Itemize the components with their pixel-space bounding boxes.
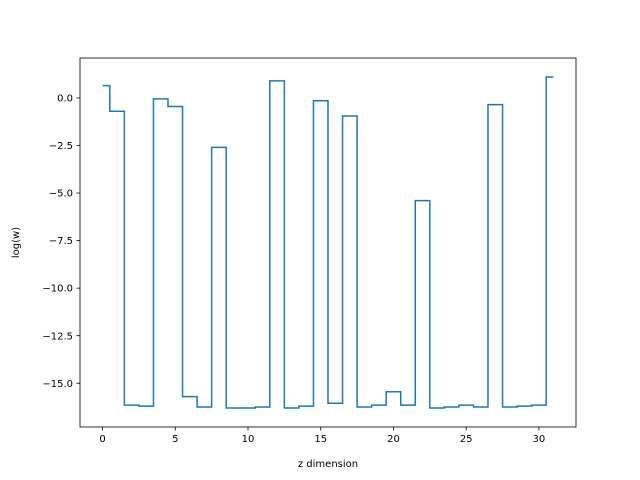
data-point — [362, 405, 366, 409]
data-point — [377, 403, 381, 407]
data-point — [159, 97, 163, 101]
data-point — [508, 405, 512, 409]
data-point — [130, 403, 134, 407]
data-point — [290, 406, 294, 410]
data-point — [450, 405, 454, 409]
x-tick-label: 25 — [460, 434, 473, 445]
data-point — [406, 403, 410, 407]
data-point — [304, 404, 308, 408]
x-tick-label: 0 — [99, 434, 105, 445]
data-point — [522, 404, 526, 408]
data-point — [537, 403, 541, 407]
data-point — [246, 406, 250, 410]
data-point — [115, 109, 119, 113]
y-axis-label: log(w) — [11, 227, 22, 258]
data-point — [493, 103, 497, 107]
y-tick-label: −5.0 — [49, 189, 73, 200]
y-tick-label: −15.0 — [42, 379, 73, 390]
x-axis-label: z dimension — [298, 459, 358, 470]
data-point — [261, 405, 265, 409]
data-point — [464, 403, 468, 407]
data-point — [188, 395, 192, 399]
series-layer — [101, 75, 555, 410]
x-tick-label: 5 — [172, 434, 178, 445]
data-point — [101, 84, 105, 88]
x-axis: 0 5 10 15 20 25 30 — [99, 427, 545, 445]
y-tick-label: −2.5 — [49, 141, 73, 152]
y-tick-label: −12.5 — [42, 331, 73, 342]
data-point — [231, 406, 235, 410]
data-point — [333, 401, 337, 405]
x-tick-label: 20 — [387, 434, 400, 445]
data-point — [202, 405, 206, 409]
data-point — [217, 145, 221, 149]
series-step-line — [102, 76, 554, 409]
data-point — [479, 405, 483, 409]
data-point — [144, 404, 148, 408]
data-point — [391, 390, 395, 394]
data-point — [173, 105, 177, 109]
x-tick-label: 15 — [314, 434, 327, 445]
plot-frame — [79, 57, 577, 428]
y-tick-label: 0.0 — [57, 94, 73, 105]
data-point — [275, 79, 279, 83]
x-tick-label: 10 — [242, 434, 255, 445]
data-point — [435, 406, 439, 410]
data-point — [319, 99, 323, 103]
data-point — [421, 199, 425, 203]
x-tick-label: 30 — [533, 434, 546, 445]
y-tick-label: −7.5 — [49, 236, 73, 247]
data-point — [551, 75, 555, 79]
data-point — [348, 114, 352, 118]
y-axis: 0.0 −2.5 −5.0 −7.5 −10.0 −12.5 −15.0 — [42, 94, 80, 390]
y-tick-label: −10.0 — [42, 284, 73, 295]
